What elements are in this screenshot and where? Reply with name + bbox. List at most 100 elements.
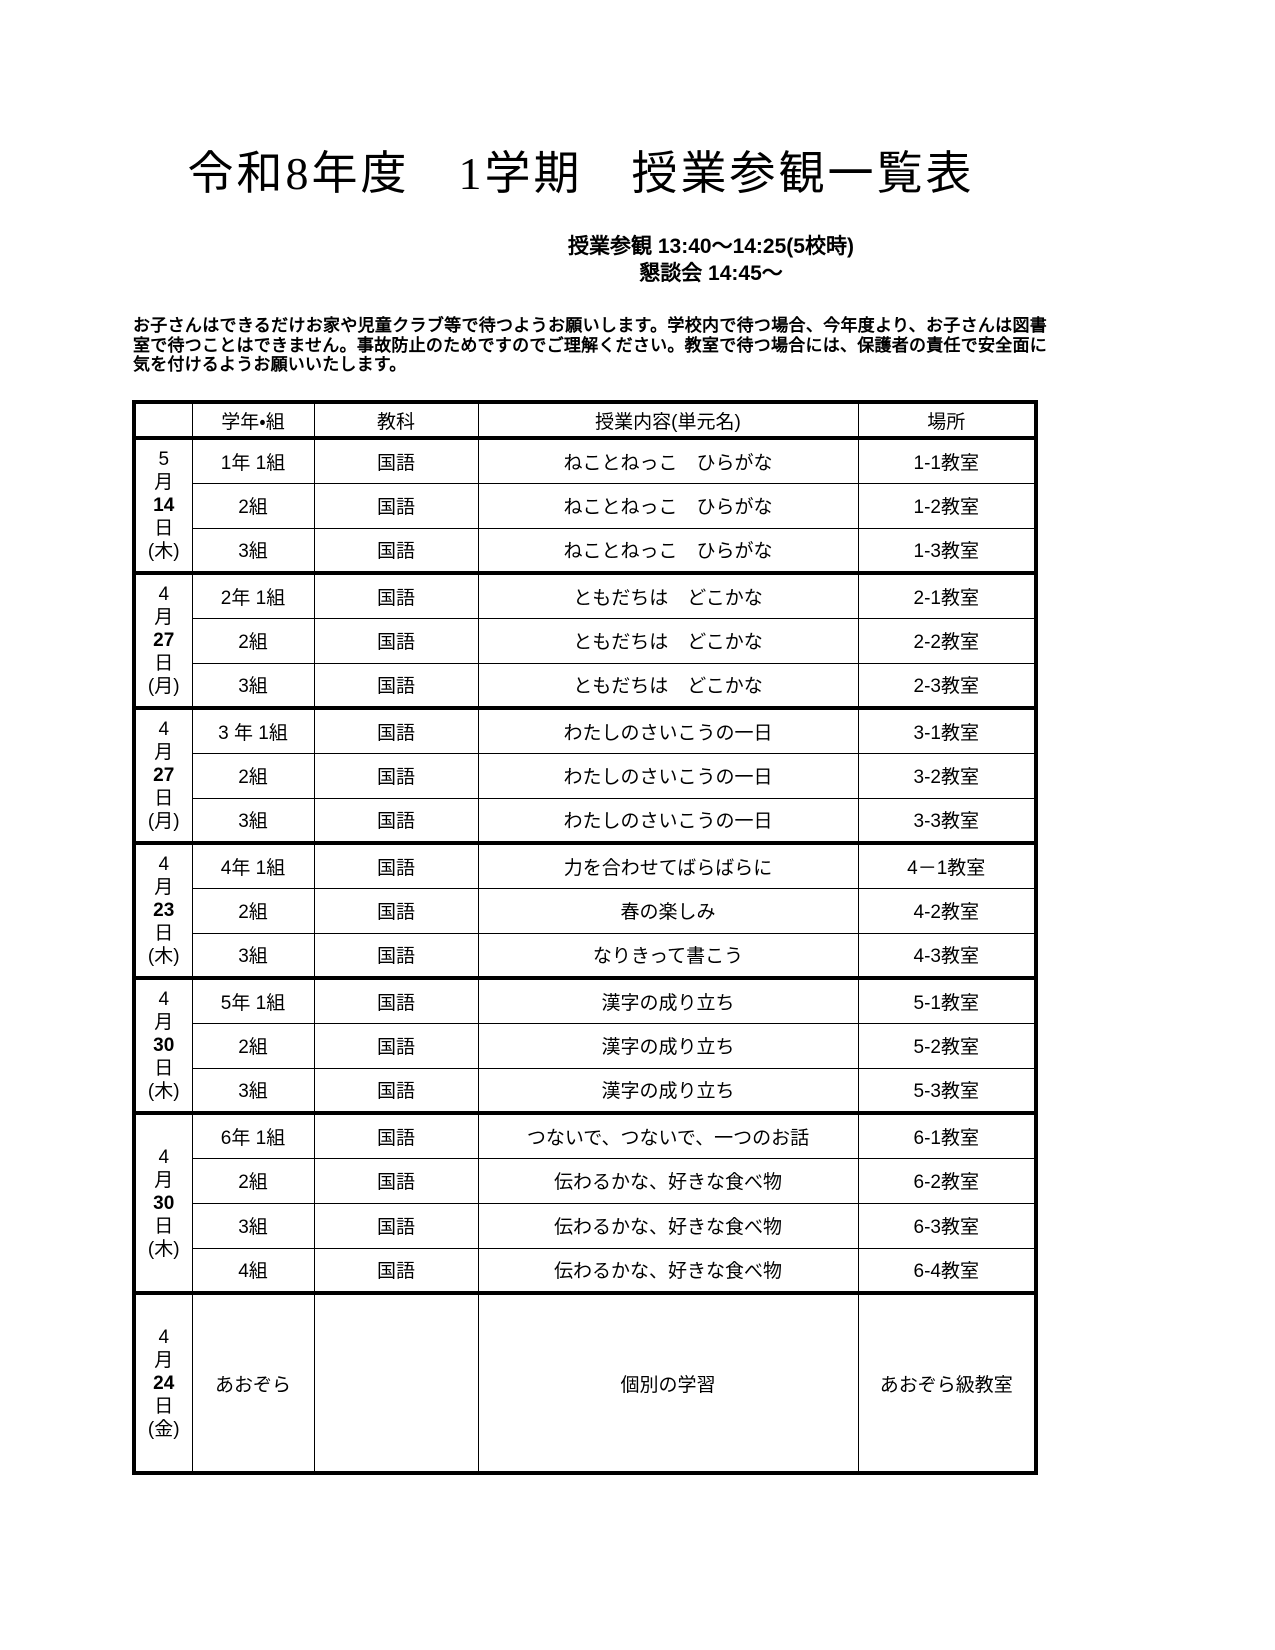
lesson-content-cell: なりきって書こう: [477, 932, 859, 979]
subject-cell: 国語: [313, 1202, 479, 1249]
date-day-number: 30: [153, 1035, 175, 1056]
header-date: [133, 401, 193, 439]
date-weekday: (金): [147, 1418, 180, 1440]
lesson-content-cell: 力を合わせてばらばらに: [477, 842, 859, 889]
grade-class-cell: 1年 1組: [191, 437, 315, 484]
date-month-unit: 月: [154, 1012, 174, 1033]
schedule-times: 授業参観 13:40～14:25(5校時) 懇談会 14:45～: [258, 233, 1164, 287]
location-cell: 5-3教室: [857, 1067, 1037, 1114]
date-day-unit: 日: [154, 653, 174, 674]
date-weekday: (木): [147, 541, 180, 562]
location-cell: 6-2教室: [857, 1157, 1037, 1204]
date-group: 4 月 27 日 (月) 3 年 1組 国語 わたしのさいこうの一日 3-1教室 2組 国語 わたしの…: [133, 707, 1037, 844]
subject-cell: 国語: [313, 842, 479, 889]
table-row: 4 月 27 日 (月) 2年 1組 国語 ともだちは どこかな 2-1教室: [133, 572, 1037, 709]
table-row: 3組 国語 なりきって書こう 4-3教室: [134, 932, 1037, 979]
header-lesson-content: 授業内容(単元名): [477, 401, 859, 439]
location-cell: 1-2教室: [857, 482, 1037, 529]
table-row: 3組 国語 わたしのさいこうの一日 3-3教室: [134, 797, 1037, 844]
table-row: 2組 国語 漢字の成り立ち 5-2教室: [134, 1022, 1037, 1069]
grade-class-cell: 5年 1組: [191, 977, 315, 1024]
lesson-content-cell: 伝わるかな、好きな食べ物: [477, 1247, 859, 1294]
subject-cell: 国語: [313, 1157, 479, 1204]
location-cell: 3-2教室: [857, 752, 1037, 799]
date-group: 4 月 23 日 (木) 4年 1組 国語 力を合わせてばらばらに 4－1教室 2組 国語 春の楽しみ…: [133, 842, 1037, 979]
lesson-content-cell: ともだちは どこかな: [477, 572, 859, 619]
subject-cell: 国語: [313, 527, 479, 574]
subject-cell: 国語: [313, 617, 479, 664]
subject-cell: 国語: [313, 572, 479, 619]
lesson-content-cell: 個別の学習: [477, 1292, 859, 1474]
location-cell: 6-3教室: [857, 1202, 1037, 1249]
grade-class-cell: 4年 1組: [191, 842, 315, 889]
location-cell: 4－1教室: [857, 842, 1037, 889]
subject-cell: 国語: [313, 887, 479, 934]
date-day-unit: 日: [154, 1215, 174, 1237]
grade-class-cell: 2組: [191, 617, 315, 664]
date-weekday: (木): [147, 1238, 180, 1260]
header-subject: 教科: [313, 401, 479, 439]
grade-class-cell: 2組: [191, 1022, 315, 1069]
waiting-notice-paragraph: お子さんはできるだけお家や児童クラブ等で待つようお願いします。学校内で待つ場合、…: [133, 316, 1047, 374]
grade-class-cell: あおぞら: [191, 1292, 315, 1474]
subject-cell: [313, 1292, 479, 1474]
subject-cell: 国語: [313, 977, 479, 1024]
date-day-number: 27: [153, 630, 175, 651]
date-day-unit: 日: [154, 1395, 174, 1417]
subject-cell: 国語: [313, 1022, 479, 1069]
date-weekday: (月): [147, 676, 180, 697]
grade-class-cell: 3組: [191, 1202, 315, 1249]
location-cell: 5-1教室: [857, 977, 1037, 1024]
date-day-unit: 日: [154, 518, 174, 539]
date-cell: 5 月 14 日 (木): [133, 437, 193, 574]
date-group: 5 月 14 日 (木) 1年 1組 国語 ねことねっこ ひらがな 1-1教室 2組 国語 ねことねっ…: [133, 437, 1037, 574]
subject-cell: 国語: [313, 437, 479, 484]
date-group: 4 月 30 日 (木) 6年 1組 国語 つないで、つないで、一つのお話 6-1教室 2組 国語伝…: [133, 1112, 1037, 1294]
page-title: 令和8年度 1学期 授業参観一覧表: [187, 148, 975, 199]
table-row: 4 月 24 日 (金) あおぞら 個別の学習 あおぞら級教室: [133, 1292, 1037, 1474]
location-cell: 4-2教室: [857, 887, 1037, 934]
header-location: 場所: [857, 401, 1037, 439]
grade-class-cell: 3組: [191, 662, 315, 709]
date-day-number: 24: [153, 1372, 175, 1394]
location-cell: 6-4教室: [857, 1247, 1037, 1294]
date-weekday: (月): [147, 811, 180, 832]
grade-class-cell: 3組: [191, 932, 315, 979]
grade-class-cell: 3組: [191, 527, 315, 574]
date-month-unit: 月: [154, 877, 174, 898]
table-row: 4 月 30 日 (木) 5年 1組 国語 漢字の成り立ち 5-1教室: [133, 977, 1037, 1114]
date-month-number: 5: [158, 449, 170, 470]
grade-class-cell: 2組: [191, 1157, 315, 1204]
date-day-number: 23: [153, 900, 175, 921]
date-weekday: (木): [147, 946, 180, 967]
date-cell: 4 月 24 日 (金): [133, 1292, 193, 1474]
table-row: 5 月 14 日 (木) 1年 1組 国語 ねことねっこ ひらがな 1-1教室: [133, 437, 1037, 574]
date-month-number: 4: [158, 584, 170, 605]
date-weekday: (木): [147, 1081, 180, 1102]
date-cell: 4 月 27 日 (月): [133, 707, 193, 844]
subject-cell: 国語: [313, 662, 479, 709]
subject-cell: 国語: [313, 1112, 479, 1159]
grade-class-cell: 2組: [191, 752, 315, 799]
table-row: 2組 国語 伝わるかな、好きな食べ物 6-2教室: [134, 1157, 1037, 1204]
date-cell: 4 月 23 日 (木): [133, 842, 193, 979]
lesson-content-cell: ねことねっこ ひらがな: [477, 527, 859, 574]
date-month-unit: 月: [154, 1349, 174, 1371]
date-day-number: 14: [153, 495, 175, 516]
subject-cell: 国語: [313, 797, 479, 844]
table-row: 4 月 27 日 (月) 3 年 1組 国語 わたしのさいこうの一日 3-1教室: [133, 707, 1037, 844]
subject-cell: 国語: [313, 752, 479, 799]
table-row: 2組 国語 春の楽しみ 4-2教室: [134, 887, 1037, 934]
subject-cell: 国語: [313, 1067, 479, 1114]
observation-time-line: 授業参観 13:40～14:25(5校時): [568, 235, 854, 258]
date-day-number: 27: [153, 765, 175, 786]
date-day-unit: 日: [154, 1058, 174, 1079]
lesson-content-cell: ともだちは どこかな: [477, 662, 859, 709]
table-row: 4 月 23 日 (木) 4年 1組 国語 力を合わせてばらばらに 4－1教室: [133, 842, 1037, 979]
lesson-content-cell: 漢字の成り立ち: [477, 977, 859, 1024]
date-day-number: 30: [153, 1192, 175, 1214]
lesson-content-cell: わたしのさいこうの一日: [477, 707, 859, 754]
grade-class-cell: 6年 1組: [191, 1112, 315, 1159]
date-month-number: 4: [158, 854, 170, 875]
